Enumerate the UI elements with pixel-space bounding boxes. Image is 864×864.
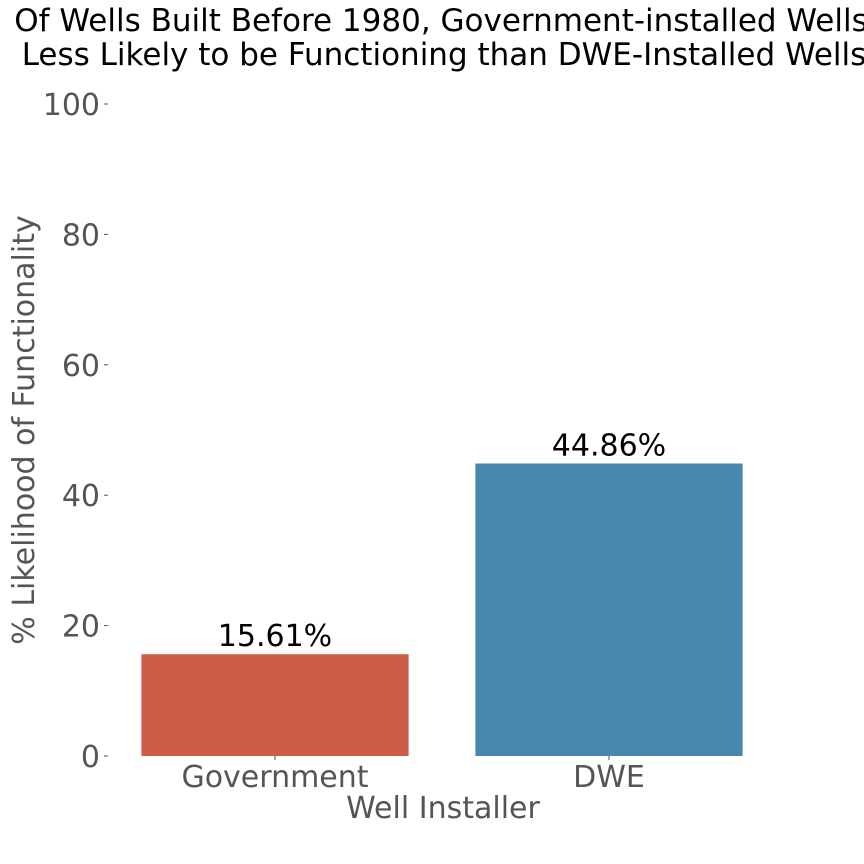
bars xyxy=(141,463,743,756)
bar-dwe xyxy=(475,463,743,756)
chart-title-line-1: Of Wells Built Before 1980, Government-i… xyxy=(14,3,864,39)
chart-title-line-2: Less Likely to be Functioning than DWE-I… xyxy=(22,37,864,73)
y-tick-label: 60 xyxy=(62,349,100,384)
bar-government xyxy=(141,654,409,756)
y-axis: 0 20 40 60 80 100 xyxy=(43,88,108,775)
chart-title: Of Wells Built Before 1980, Government-i… xyxy=(14,3,864,73)
x-tick-label: DWE xyxy=(573,760,645,795)
y-axis-label: % Likelihood of Functionality xyxy=(7,215,42,644)
x-tick-label: Government xyxy=(181,760,368,795)
data-label-dwe: 44.86% xyxy=(552,429,666,464)
data-labels: 15.61% 44.86% xyxy=(218,429,666,655)
y-tick-label: 20 xyxy=(62,610,100,645)
x-axis: Government DWE xyxy=(181,756,645,795)
x-axis-label: Well Installer xyxy=(346,791,540,826)
y-tick-label: 80 xyxy=(62,218,100,253)
y-tick-label: 40 xyxy=(62,479,100,514)
y-tick-label: 100 xyxy=(43,88,100,123)
data-label-government: 15.61% xyxy=(218,619,332,654)
y-tick-label: 0 xyxy=(81,740,100,775)
